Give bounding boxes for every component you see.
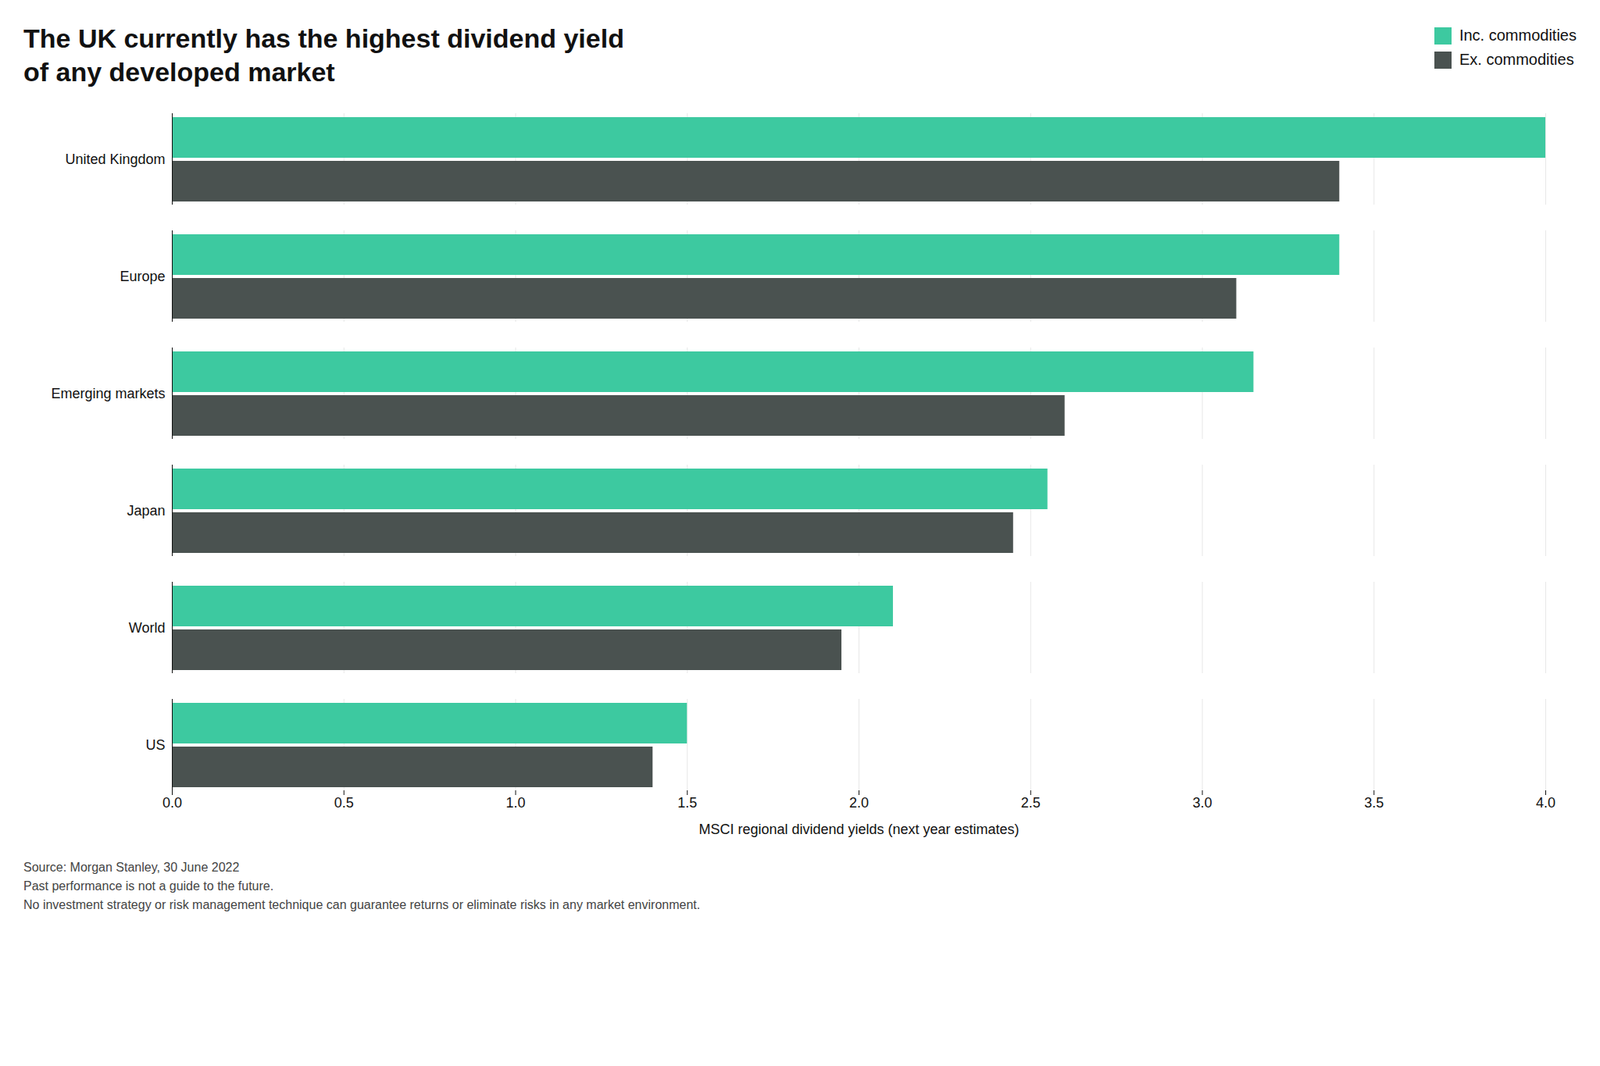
html-text:Inc. commodities: Inc. commodities xyxy=(1459,26,1577,44)
svg-text:0.5: 0.5 xyxy=(334,795,354,811)
html-text:The UK currently has the highe: The UK currently has the highest dividen… xyxy=(23,23,625,87)
html-text:Source: Morgan Stanley, 30 Jun: Source: Morgan Stanley, 30 June 2022 Pas… xyxy=(23,860,701,912)
svg-text:0.0: 0.0 xyxy=(162,795,183,811)
svg-text:Emerging markets: Emerging markets xyxy=(50,385,165,402)
svg-text:2.0: 2.0 xyxy=(849,795,869,811)
svg-text:United Kingdom: United Kingdom xyxy=(64,151,165,168)
svg-text:1.0: 1.0 xyxy=(505,795,525,811)
svg-text:World: World xyxy=(128,620,166,636)
svg-text:3.0: 3.0 xyxy=(1192,795,1212,811)
html-text:Ex. commodities: Ex. commodities xyxy=(1459,50,1574,68)
svg-text:3.5: 3.5 xyxy=(1364,795,1384,811)
svg-text:US: US xyxy=(145,737,165,754)
svg-text:1.5: 1.5 xyxy=(677,795,697,811)
svg-text:2.5: 2.5 xyxy=(1021,795,1041,811)
svg-text:4.0: 4.0 xyxy=(1535,795,1556,811)
svg-text:MSCI regional dividend yields: MSCI regional dividend yields (next year… xyxy=(698,821,1019,838)
svg-text:Europe: Europe xyxy=(119,268,165,285)
svg-text:Japan: Japan xyxy=(126,503,165,519)
